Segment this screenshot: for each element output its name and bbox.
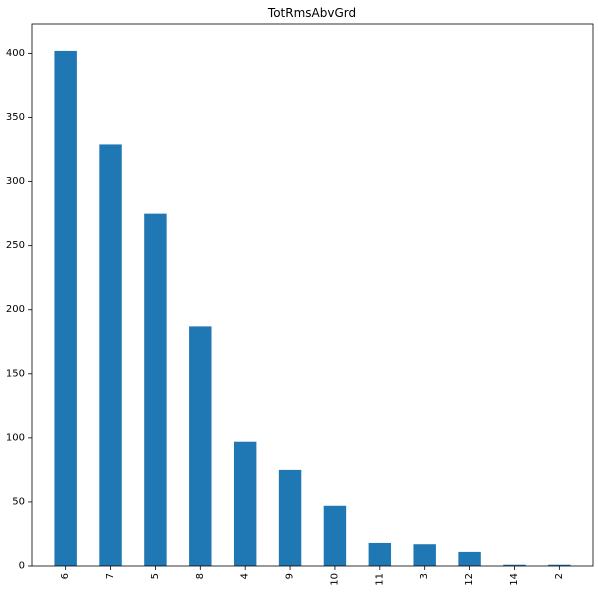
bar-10 [323, 505, 347, 566]
y-tick-label: 0 [19, 561, 25, 572]
bar-2 [548, 564, 571, 566]
y-tick-label: 50 [12, 496, 25, 507]
x-tick-label: 3 [419, 573, 430, 579]
x-tick-label: 12 [464, 573, 475, 586]
bar-7 [99, 144, 122, 566]
chart-title: TotRmsAbvGrd [267, 6, 356, 20]
x-tick-label: 8 [195, 573, 206, 579]
bar-14 [503, 564, 526, 566]
x-tick-label: 10 [329, 573, 340, 586]
x-tick-label: 5 [150, 573, 161, 579]
y-tick-label: 150 [6, 368, 25, 379]
x-tick-label: 6 [60, 573, 71, 579]
x-tick-label: 2 [554, 573, 565, 579]
y-tick-label: 400 [6, 48, 25, 59]
bar-11 [368, 542, 392, 566]
y-tick-label: 300 [6, 176, 25, 187]
y-tick-label: 100 [6, 432, 25, 443]
bar-4 [233, 441, 257, 566]
bar-6 [54, 50, 77, 567]
bar-8 [189, 326, 212, 566]
bar-3 [413, 544, 436, 566]
x-tick-label: 4 [240, 573, 251, 579]
x-tick-label: 7 [105, 573, 116, 579]
x-tick-label: 11 [374, 573, 385, 586]
x-tick-label: 14 [509, 573, 520, 586]
y-tick-label: 350 [6, 112, 25, 123]
x-tick-label: 9 [285, 573, 296, 579]
bar-9 [278, 469, 302, 566]
y-tick-label: 250 [6, 240, 25, 251]
y-tick-label: 200 [6, 304, 25, 315]
bar-5 [144, 213, 167, 566]
plot-frame [31, 23, 594, 567]
bar-12 [458, 551, 481, 566]
